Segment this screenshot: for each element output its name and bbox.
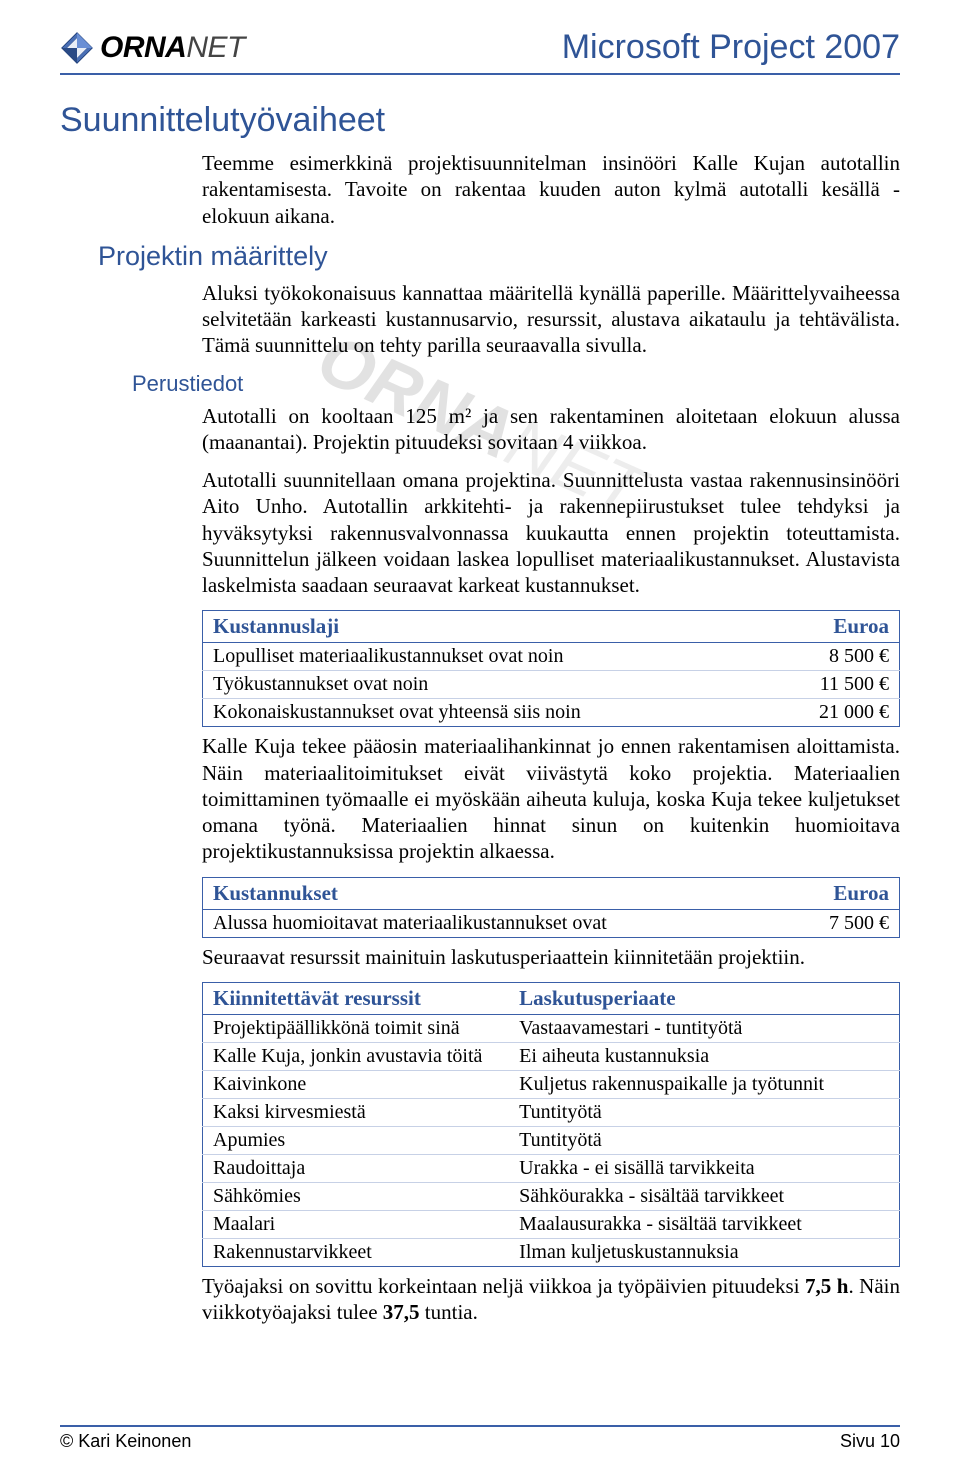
table-row: Lopulliset materiaalikustannukset ovat n… — [203, 643, 900, 671]
cell: Kokonaiskustannukset ovat yhteensä siis … — [203, 699, 768, 727]
table-row: Kalle Kuja, jonkin avustavia töitäEi aih… — [203, 1042, 900, 1070]
footer-left: © Kari Keinonen — [60, 1431, 191, 1452]
table3-wrap: Kiinnitettävät resurssit Laskutusperiaat… — [202, 982, 900, 1267]
cell: Lopulliset materiaalikustannukset ovat n… — [203, 643, 768, 671]
table2-wrap: Kustannukset Euroa Alussa huomioitavat m… — [202, 877, 900, 938]
table-row: KaivinkoneKuljetus rakennuspaikalle ja t… — [203, 1070, 900, 1098]
table-row: Projektipäällikkönä toimit sinäVastaavam… — [203, 1014, 900, 1042]
cell: Rakennustarvikkeet — [203, 1238, 510, 1266]
para5-b: 7,5 h — [805, 1274, 848, 1298]
cell: Maalausurakka - sisältää tarvikkeet — [509, 1210, 899, 1238]
section-title: Suunnittelutyövaiheet — [60, 101, 900, 140]
para5-a: Työajaksi on sovittu korkeintaan neljä v… — [202, 1274, 805, 1298]
table-row: RakennustarvikkeetIlman kuljetuskustannu… — [203, 1238, 900, 1266]
table-row: Kokonaiskustannukset ovat yhteensä siis … — [203, 699, 900, 727]
cell: Kaivinkone — [203, 1070, 510, 1098]
sub1-paragraph: Aluksi työkokonaisuus kannattaa määritel… — [202, 280, 900, 359]
cell: Sähköurakka - sisältää tarvikkeet — [509, 1182, 899, 1210]
cell: Kalle Kuja, jonkin avustavia töitä — [203, 1042, 510, 1070]
cell: 21 000 € — [768, 699, 900, 727]
t3-head-left: Kiinnitettävät resurssit — [203, 982, 510, 1014]
page-footer: © Kari Keinonen Sivu 10 — [60, 1425, 900, 1452]
t1-head-left: Kustannuslaji — [203, 611, 768, 643]
subsubsection-title: Perustiedot — [132, 371, 900, 397]
para5-e: tuntia. — [420, 1300, 478, 1324]
logo-text-strong: ORNA — [100, 31, 186, 65]
t3-head-right: Laskutusperiaate — [509, 982, 899, 1014]
cell: Työkustannukset ovat noin — [203, 671, 768, 699]
table-row: RaudoittajaUrakka - ei sisällä tarvikkei… — [203, 1154, 900, 1182]
logo: ORNANET — [60, 31, 245, 65]
cell: Kaksi kirvesmiestä — [203, 1098, 510, 1126]
t2-head-left: Kustannukset — [203, 877, 787, 909]
cell: 8 500 € — [768, 643, 900, 671]
table-row: Alussa huomioitavat materiaalikustannuks… — [203, 909, 900, 937]
page-header: ORNANET Microsoft Project 2007 — [60, 28, 900, 75]
cell: Apumies — [203, 1126, 510, 1154]
cell: Maalari — [203, 1210, 510, 1238]
cost-table-1: Kustannuslaji Euroa Lopulliset materiaal… — [202, 610, 900, 727]
logo-text-thin: NET — [186, 31, 245, 65]
logo-icon — [60, 31, 94, 65]
table-row: Kaksi kirvesmiestäTuntityötä — [203, 1098, 900, 1126]
cell: Ilman kuljetuskustannuksia — [509, 1238, 899, 1266]
cell: Kuljetus rakennuspaikalle ja työtunnit — [509, 1070, 899, 1098]
t2-head-right: Euroa — [786, 877, 899, 909]
table1-wrap: Kustannuslaji Euroa Lopulliset materiaal… — [202, 610, 900, 727]
para3: Kalle Kuja tekee pääosin materiaalihanki… — [202, 733, 900, 864]
para2: Autotalli suunnitellaan omana projektina… — [202, 467, 900, 598]
para1: Autotalli on kooltaan 125 m² ja sen rake… — [202, 403, 900, 456]
para5-d: 37,5 — [383, 1300, 420, 1324]
cell: Tuntityötä — [509, 1098, 899, 1126]
table-row: Työkustannukset ovat noin11 500 € — [203, 671, 900, 699]
cell: Vastaavamestari - tuntityötä — [509, 1014, 899, 1042]
t1-head-right: Euroa — [768, 611, 900, 643]
footer-right: Sivu 10 — [840, 1431, 900, 1452]
cell: Urakka - ei sisällä tarvikkeita — [509, 1154, 899, 1182]
intro-paragraph: Teemme esimerkkinä projektisuunnitelman … — [202, 150, 900, 229]
header-title: Microsoft Project 2007 — [562, 28, 900, 67]
cell: Alussa huomioitavat materiaalikustannuks… — [203, 909, 787, 937]
resource-table: Kiinnitettävät resurssit Laskutusperiaat… — [202, 982, 900, 1267]
cell: Raudoittaja — [203, 1154, 510, 1182]
subsection-title: Projektin määrittely — [98, 241, 900, 272]
cost-table-2: Kustannukset Euroa Alussa huomioitavat m… — [202, 877, 900, 938]
cell: 11 500 € — [768, 671, 900, 699]
para4: Seuraavat resurssit mainituin laskutuspe… — [202, 944, 900, 970]
cell: Ei aiheuta kustannuksia — [509, 1042, 899, 1070]
document-page: ORNANET ORNANET Microsoft Project 2007 S… — [0, 0, 960, 1476]
cell: Tuntityötä — [509, 1126, 899, 1154]
para5: Työajaksi on sovittu korkeintaan neljä v… — [202, 1273, 900, 1326]
cell: Projektipäällikkönä toimit sinä — [203, 1014, 510, 1042]
table-row: ApumiesTuntityötä — [203, 1126, 900, 1154]
table-row: MaalariMaalausurakka - sisältää tarvikke… — [203, 1210, 900, 1238]
cell: Sähkömies — [203, 1182, 510, 1210]
table-row: SähkömiesSähköurakka - sisältää tarvikke… — [203, 1182, 900, 1210]
cell: 7 500 € — [786, 909, 899, 937]
